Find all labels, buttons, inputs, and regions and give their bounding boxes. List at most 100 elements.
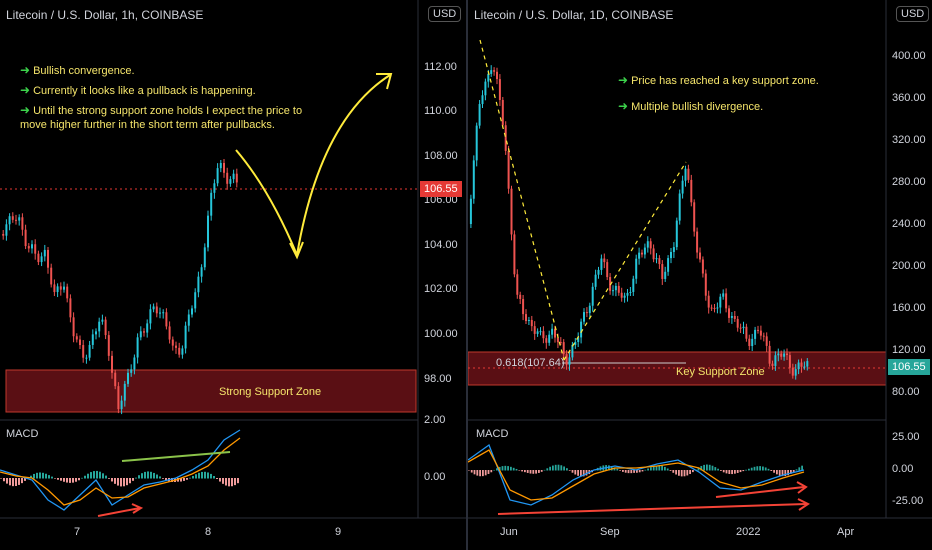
macd-histogram-bar xyxy=(762,466,764,471)
macd-line xyxy=(0,429,241,511)
macd-histogram-bar xyxy=(683,470,686,477)
candle-body xyxy=(788,355,791,368)
macd-histogram-bar xyxy=(490,470,493,473)
right-price-tick-label: 280.00 xyxy=(892,176,926,188)
candle-body xyxy=(603,258,606,263)
macd-histogram-bar xyxy=(624,470,627,473)
macd-histogram-bar xyxy=(706,464,708,471)
candle-body xyxy=(101,319,104,322)
right-chart-panel[interactable]: Litecoin / U.S. Dollar, 1D, COINBASE USD… xyxy=(468,0,932,550)
macd-histogram-bar xyxy=(622,470,624,472)
candle-body xyxy=(690,179,693,203)
macd-histogram-bar xyxy=(776,470,778,475)
macd-histogram-bar xyxy=(546,468,549,471)
candle-body xyxy=(693,202,696,232)
macd-histogram-bar xyxy=(81,477,83,479)
macd-histogram-bar xyxy=(686,470,689,476)
macd-histogram-bar xyxy=(36,472,38,479)
macd-histogram-bar xyxy=(54,478,56,479)
candle-body xyxy=(200,267,203,277)
macd-histogram-bar xyxy=(507,466,509,471)
right-currency-button[interactable]: USD xyxy=(896,6,930,22)
candle-body xyxy=(661,264,664,279)
macd-histogram-bar xyxy=(717,468,719,471)
macd-histogram-bar xyxy=(66,478,68,483)
candle-body xyxy=(191,308,193,315)
candle-body xyxy=(219,162,222,169)
macd-histogram-bar xyxy=(703,464,705,471)
candle-body xyxy=(98,321,101,332)
candle-body xyxy=(626,292,629,296)
macd-histogram-bar xyxy=(171,478,173,483)
candle-body xyxy=(56,286,59,293)
macd-histogram-bar xyxy=(93,471,95,479)
candle-body xyxy=(117,386,120,410)
candle-body xyxy=(606,262,609,278)
candle-body xyxy=(216,168,219,184)
left-last-price-tag: 106.55 xyxy=(420,181,462,197)
right-time-tick-label: 2022 xyxy=(736,526,761,538)
macd-line xyxy=(468,443,805,506)
left-chart-panel[interactable]: Litecoin / U.S. Dollar, 1h, COINBASE USD… xyxy=(0,0,466,550)
candle-body xyxy=(745,326,748,339)
right-chart-canvas[interactable] xyxy=(468,0,932,550)
candle-body xyxy=(542,331,545,339)
macd-histogram-bar xyxy=(3,478,5,482)
candle-body xyxy=(757,329,759,331)
candle-body xyxy=(658,258,661,265)
macd-histogram-bar xyxy=(518,470,521,471)
candle-body xyxy=(525,314,527,322)
macd-histogram-bar xyxy=(39,472,41,479)
candle-body xyxy=(635,258,638,279)
candle-body xyxy=(649,241,652,249)
candle-body xyxy=(780,353,783,357)
macd-histogram-bar xyxy=(773,470,775,473)
candle-body xyxy=(777,353,780,356)
macd-histogram-bar xyxy=(801,465,803,471)
candle-body xyxy=(2,234,5,236)
macd-histogram-bar xyxy=(675,470,677,475)
macd-histogram-bar xyxy=(189,477,191,479)
candle-body xyxy=(748,338,751,347)
macd-histogram-bar xyxy=(672,470,675,473)
macd-histogram-bar xyxy=(678,470,680,476)
candle-body xyxy=(713,307,716,309)
candle-body xyxy=(774,355,777,366)
left-price-tick-label: 104.00 xyxy=(424,239,458,251)
candle-body xyxy=(620,292,623,298)
macd-histogram-bar xyxy=(616,468,619,471)
macd-histogram-bar xyxy=(156,474,158,479)
candle-body xyxy=(696,231,699,253)
panel-divider[interactable] xyxy=(466,0,468,550)
candle-body xyxy=(152,306,155,310)
pullback-arrow xyxy=(235,149,298,256)
macd-histogram-bar xyxy=(577,470,579,476)
macd-histogram-bar xyxy=(697,467,700,471)
macd-histogram-bar xyxy=(543,469,546,471)
left-chart-canvas[interactable] xyxy=(0,0,466,550)
candle-body xyxy=(510,188,513,235)
macd-histogram-bar xyxy=(510,466,512,471)
candle-body xyxy=(507,150,510,189)
candle-body xyxy=(530,319,533,327)
left-currency-button[interactable]: USD xyxy=(428,6,462,22)
candle-body xyxy=(5,224,8,236)
macd-histogram-bar xyxy=(529,470,532,474)
macd-histogram-bar xyxy=(15,478,17,486)
macd-histogram-bar xyxy=(512,467,515,471)
candle-body xyxy=(181,348,184,355)
candle-body xyxy=(481,95,484,105)
key-support-zone xyxy=(468,351,887,386)
candle-body xyxy=(516,274,519,295)
macd-histogram-bar xyxy=(225,478,227,486)
right-price-tick-label: 80.00 xyxy=(892,386,920,398)
candle-body xyxy=(519,294,522,299)
candle-body xyxy=(791,367,794,376)
right-price-tick-label: 240.00 xyxy=(892,218,926,230)
candle-body xyxy=(232,173,235,180)
left-macd-label: MACD xyxy=(6,428,39,440)
candle-body xyxy=(203,247,206,268)
candle-body xyxy=(487,73,490,82)
candle-body xyxy=(226,172,229,184)
macd-histogram-bar xyxy=(484,470,487,476)
